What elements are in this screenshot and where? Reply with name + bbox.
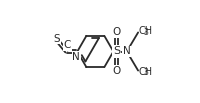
Text: 3: 3	[143, 68, 148, 77]
Text: O: O	[112, 66, 121, 76]
Text: C: C	[63, 40, 71, 50]
Text: N: N	[123, 46, 131, 57]
Text: 3: 3	[143, 28, 148, 37]
Text: CH: CH	[139, 67, 153, 77]
Text: N: N	[72, 52, 80, 62]
Text: O: O	[112, 27, 121, 37]
Text: S: S	[53, 34, 60, 44]
Text: S: S	[113, 46, 120, 57]
Text: CH: CH	[139, 26, 153, 36]
